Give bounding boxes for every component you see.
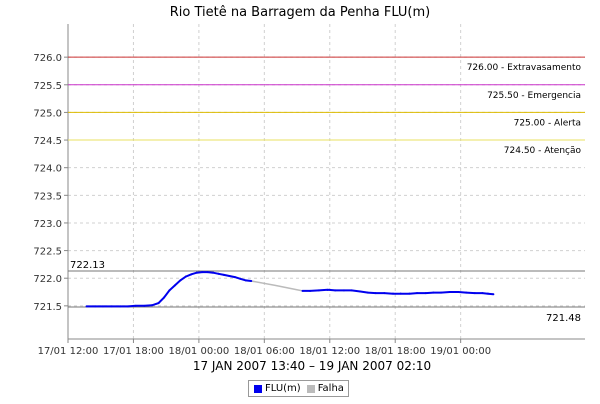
x-tick-label: 17/01 12:00 — [38, 346, 99, 357]
y-tick-label: 724.0 — [33, 164, 62, 175]
flu-data-point — [334, 289, 337, 292]
flu-data-point — [383, 292, 386, 295]
flu-data-point — [101, 305, 104, 308]
legend: FLU(m) Falha — [248, 380, 349, 397]
flu-data-point — [473, 292, 476, 295]
flu-data-point — [250, 279, 253, 282]
flu-data-point — [157, 302, 160, 305]
x-tick-label: 18/01 06:00 — [234, 346, 295, 357]
legend-label-falha: Falha — [317, 383, 344, 394]
x-tick-label: 19/01 00:00 — [430, 346, 491, 357]
legend-swatch-falha — [306, 384, 315, 393]
flu-data-point — [486, 292, 489, 295]
flu-data-point — [239, 277, 242, 280]
flu-data-point — [173, 284, 176, 287]
flu-data-point — [119, 305, 122, 308]
flu-data-point — [134, 304, 137, 307]
flu-data-point — [110, 305, 113, 308]
y-tick-label: 723.5 — [33, 191, 62, 202]
y-tick-label: 722.0 — [33, 274, 62, 285]
y-tick-label: 725.5 — [33, 81, 62, 92]
flu-data-point — [206, 271, 209, 274]
flu-data-point — [233, 276, 236, 279]
flu-data-point — [366, 291, 369, 294]
x-axis-label: 17 JAN 2007 13:40 – 19 JAN 2007 02:10 — [193, 359, 431, 373]
legend-item-flu: FLU(m) — [254, 383, 301, 394]
legend-label-flu: FLU(m) — [265, 383, 301, 394]
flu-data-point — [416, 292, 419, 295]
flu-data-point — [190, 273, 193, 276]
flu-data-point — [359, 290, 362, 293]
flu-data-point — [326, 288, 329, 291]
y-tick-label: 725.0 — [33, 108, 62, 119]
falha-series-line — [251, 280, 303, 292]
flu-data-point — [448, 291, 451, 294]
flu-data-point — [374, 292, 377, 295]
threshold-label: 724.50 - Atenção — [504, 146, 582, 156]
flu-data-point — [432, 291, 435, 294]
flu-data-point — [195, 271, 198, 274]
flu-data-point — [317, 289, 320, 292]
y-tick-label: 726.0 — [33, 53, 62, 64]
flu-data-point — [309, 289, 312, 292]
flu-data-point — [408, 292, 411, 295]
flu-data-point — [350, 289, 353, 292]
threshold-label: 726.00 - Extravasamento — [467, 63, 582, 73]
flu-data-point — [201, 271, 204, 274]
flu-data-point — [465, 291, 468, 294]
flu-data-point — [342, 289, 345, 292]
flu-data-point — [392, 292, 395, 295]
flu-data-point — [244, 279, 247, 282]
flu-data-point — [94, 305, 97, 308]
flu-data-point — [399, 292, 402, 295]
reference-label: 721.48 — [546, 313, 581, 324]
flu-data-point — [126, 305, 129, 308]
flu-data-point — [457, 291, 460, 294]
y-tick-label: 721.5 — [33, 302, 62, 313]
plot-area — [68, 24, 585, 339]
flu-data-point — [179, 279, 182, 282]
flu-data-point — [184, 275, 187, 278]
y-tick-label: 723.0 — [33, 219, 62, 230]
flu-data-point — [143, 304, 146, 307]
flu-data-point — [492, 293, 495, 296]
flu-data-point — [424, 292, 427, 295]
threshold-label: 725.50 - Emergencia — [487, 91, 581, 101]
flu-data-point — [212, 271, 215, 274]
x-tick-label: 18/01 00:00 — [168, 346, 229, 357]
flu-data-point — [85, 305, 88, 308]
chart-title: Rio Tietê na Barragem da Penha FLU(m) — [170, 5, 431, 20]
flu-data-point — [217, 272, 220, 275]
flu-data-point — [162, 296, 165, 299]
x-tick-label: 18/01 18:00 — [365, 346, 426, 357]
x-tick-label: 18/01 12:00 — [299, 346, 360, 357]
x-tick-label: 17/01 18:00 — [103, 346, 164, 357]
flu-data-point — [168, 289, 171, 292]
legend-item-falha: Falha — [306, 383, 344, 394]
threshold-label: 725.00 - Alerta — [514, 118, 581, 128]
flu-data-point — [440, 291, 443, 294]
legend-swatch-flu — [254, 384, 262, 393]
flu-data-point — [222, 273, 225, 276]
flu-data-point — [228, 275, 231, 277]
flu-data-point — [301, 289, 304, 292]
flu-data-point — [150, 304, 153, 307]
flu-data-point — [481, 292, 484, 295]
reference-label: 722.13 — [70, 260, 105, 271]
y-tick-label: 722.5 — [33, 247, 62, 258]
y-tick-label: 724.5 — [33, 136, 62, 147]
